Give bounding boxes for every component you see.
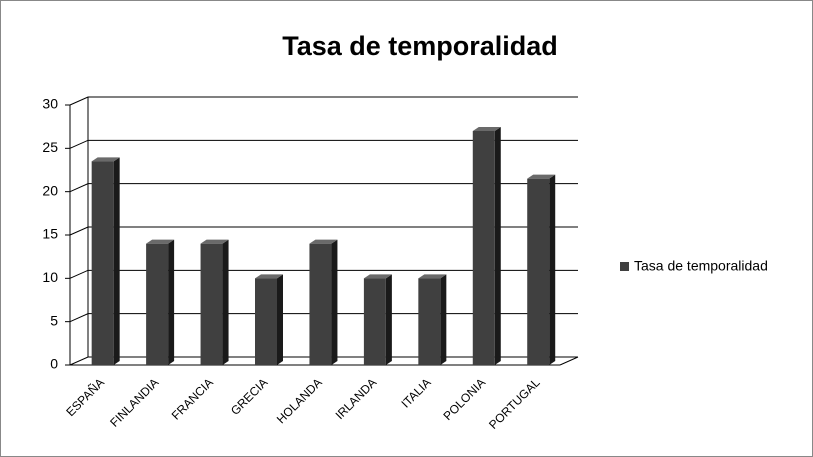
bar-top <box>91 157 120 162</box>
bar <box>363 278 386 365</box>
bar-side <box>385 274 392 365</box>
floor-right <box>559 356 579 366</box>
bar-top <box>309 239 338 244</box>
bar-top <box>527 174 556 179</box>
grid-line <box>69 96 578 106</box>
bar <box>418 278 441 365</box>
y-tick-label: 0 <box>50 356 58 372</box>
legend-label: Tasa de temporalidad <box>634 258 768 274</box>
bar <box>472 131 495 365</box>
y-tick-label: 5 <box>50 312 58 328</box>
chart-title: Tasa de temporalidad <box>282 31 558 61</box>
bar-side <box>549 174 556 365</box>
bar <box>527 178 550 365</box>
legend-swatch <box>620 262 629 271</box>
bar-side <box>494 127 501 365</box>
bar-side <box>168 239 175 365</box>
y-tick-label: 25 <box>42 139 58 155</box>
grid-line <box>69 313 578 323</box>
y-tick-label: 10 <box>42 269 58 285</box>
bar-top <box>255 274 283 279</box>
bar-top <box>146 239 175 244</box>
grid-line <box>69 183 578 193</box>
bar-side <box>331 239 338 365</box>
grid-line <box>69 269 578 279</box>
bar-side <box>113 157 120 365</box>
bar-top <box>363 274 392 279</box>
bar <box>255 278 277 365</box>
bar <box>200 243 223 365</box>
grid-line <box>69 226 578 236</box>
grid-line <box>69 139 578 149</box>
bar-top <box>472 127 501 131</box>
bar <box>309 243 332 365</box>
y-tick-label: 20 <box>42 182 58 198</box>
bar-side <box>440 274 447 365</box>
bar-top <box>418 274 447 279</box>
y-tick-label: 15 <box>42 226 58 242</box>
y-tick-label: 30 <box>42 96 58 112</box>
bar-side <box>277 274 283 365</box>
bar <box>146 243 169 365</box>
bar <box>91 161 114 365</box>
grid-line <box>69 356 578 366</box>
bar-top <box>200 239 229 244</box>
bar-side <box>222 239 229 365</box>
